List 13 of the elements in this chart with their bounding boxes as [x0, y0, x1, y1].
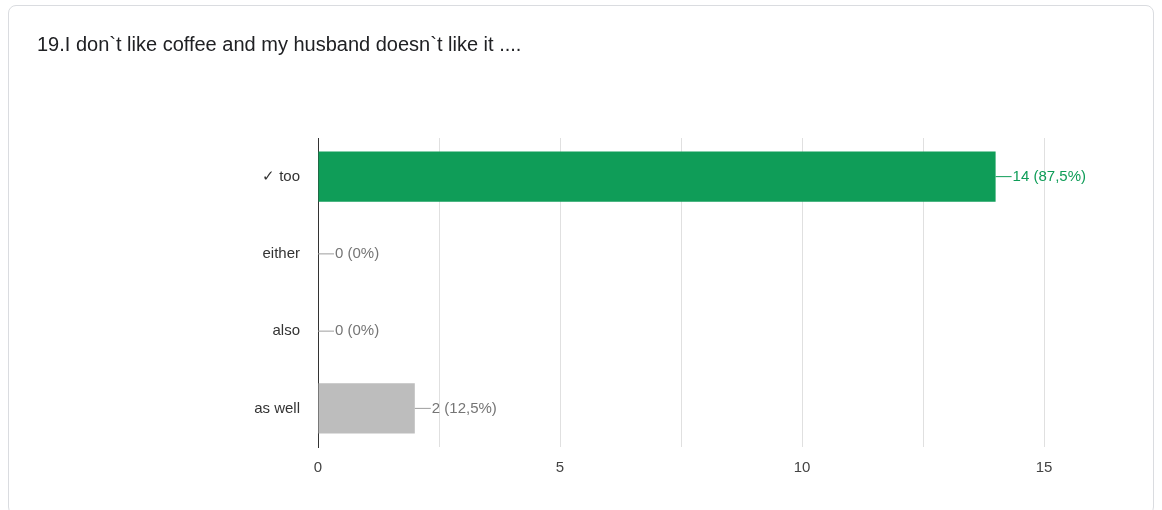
y-tick-label: as well	[254, 398, 300, 416]
y-tick-label: also	[272, 321, 300, 339]
x-tick-label: 10	[793, 458, 811, 476]
y-tick-label: either	[262, 244, 300, 262]
data-label: 0 (0%)	[335, 321, 380, 339]
x-tick-label: 5	[555, 458, 565, 476]
x-tick-label: 0	[313, 458, 323, 476]
y-tick-label: ✓ too	[261, 166, 300, 184]
data-label: 14 (87,5%)	[1012, 166, 1086, 184]
data-label: 0 (0%)	[335, 244, 380, 262]
x-tick-label: 15	[1035, 458, 1053, 476]
data-label: 2 (12,5%)	[431, 398, 497, 416]
chart-title: 19.I don`t like coffee and my husband doesn`t like it ....	[37, 33, 522, 56]
